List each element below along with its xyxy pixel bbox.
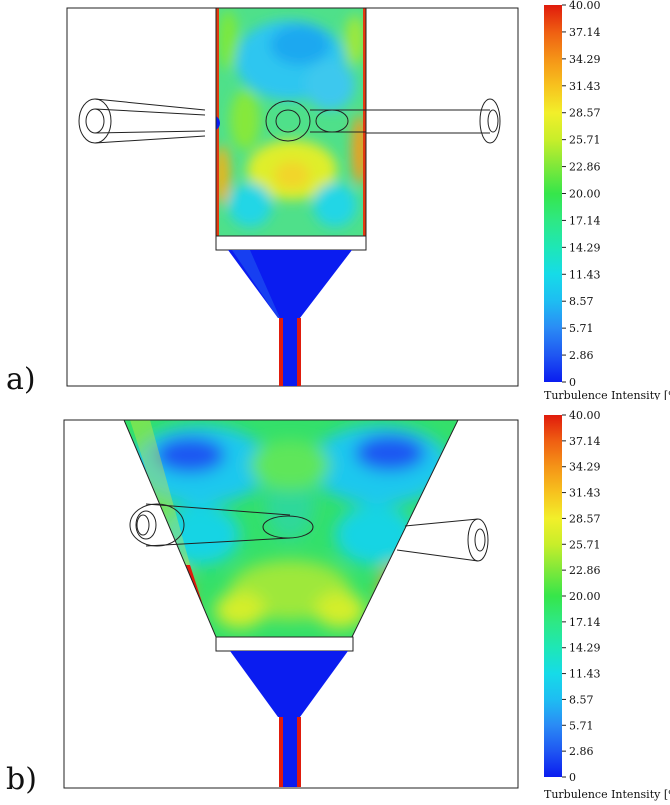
panel-a: 40.00 37.14 34.29 31.43 28.57 25.71 22.86 20.00… [0,0,670,400]
colorbar-tick-label: 2.86 [569,745,594,758]
inlet-pipe-right-a [265,98,501,144]
inlet-pipe-left-a [78,98,206,144]
colorbar-b [544,415,562,777]
colorbar-tick-label: 2.86 [569,349,594,362]
colorbar-tick-label: 0 [569,771,576,784]
colorbar-tick-label: 17.14 [569,214,601,227]
colorbar-tick-label: 37.14 [569,26,601,39]
colorbar-title-a: Turbulence Intensity [%] [544,389,670,400]
colorbar-ticks-b: 40.00 37.14 34.29 31.43 28.57 25.71 22.86 20.00… [562,409,601,784]
colorbar-tick-label: 20.00 [569,188,601,201]
colorbar-tick-label: 17.14 [569,616,601,629]
funnel-b [230,651,348,717]
chamber-contour-a [216,8,366,236]
funnel-a [228,250,352,318]
colorbar-tick-label: 14.29 [569,241,601,254]
colorbar-tick-label: 31.43 [569,80,601,93]
inlet-pipe-left-b [129,503,314,547]
colorbar-tick-label: 25.71 [569,538,601,551]
colorbar-tick-label: 37.14 [569,435,601,448]
panel-label-a: a) [6,362,36,397]
colorbar-tick-label: 22.86 [569,564,601,577]
colorbar-tick-label: 25.71 [569,134,601,147]
colorbar-tick-label: 14.29 [569,642,601,655]
colorbar-tick-label: 28.57 [569,107,601,120]
separator-plate-a [215,235,367,251]
outlet-pipe-a [279,318,301,386]
colorbar-tick-label: 20.00 [569,590,601,603]
colorbar-tick-label: 0 [569,376,576,389]
colorbar-tick-label: 11.43 [569,668,601,681]
panel-label-b: b) [6,762,37,797]
contour-plot-b: 40.00 37.14 34.29 31.43 28.57 25.71 22.86 20.00… [63,409,670,801]
colorbar-tick-label: 34.29 [569,461,601,474]
colorbar-tick-label: 5.71 [569,719,594,732]
colorbar-tick-label: 40.00 [569,0,601,12]
colorbar-tick-label: 5.71 [569,322,594,335]
inlet-pipe-right-b [396,518,489,562]
chamber-contour-b [124,420,458,637]
colorbar-tick-label: 31.43 [569,487,601,500]
colorbar-tick-label: 28.57 [569,512,601,525]
panel-b: 40.00 37.14 34.29 31.43 28.57 25.71 22.86 20.00… [0,405,670,805]
colorbar-tick-label: 40.00 [569,409,601,422]
contour-plot-a: 40.00 37.14 34.29 31.43 28.57 25.71 22.86 20.00… [66,0,670,400]
colorbar-tick-label: 8.57 [569,693,594,706]
colorbar-a [544,5,562,382]
colorbar-title-b: Turbulence Intensity [%] [544,788,670,801]
colorbar-tick-label: 11.43 [569,268,601,281]
colorbar-ticks-a: 40.00 37.14 34.29 31.43 28.57 25.71 22.86 20.00… [562,0,601,389]
colorbar-tick-label: 8.57 [569,295,594,308]
colorbar-tick-label: 34.29 [569,53,601,66]
outlet-pipe-b [279,717,301,787]
colorbar-tick-label: 22.86 [569,161,601,174]
separator-plate-b [215,636,354,652]
